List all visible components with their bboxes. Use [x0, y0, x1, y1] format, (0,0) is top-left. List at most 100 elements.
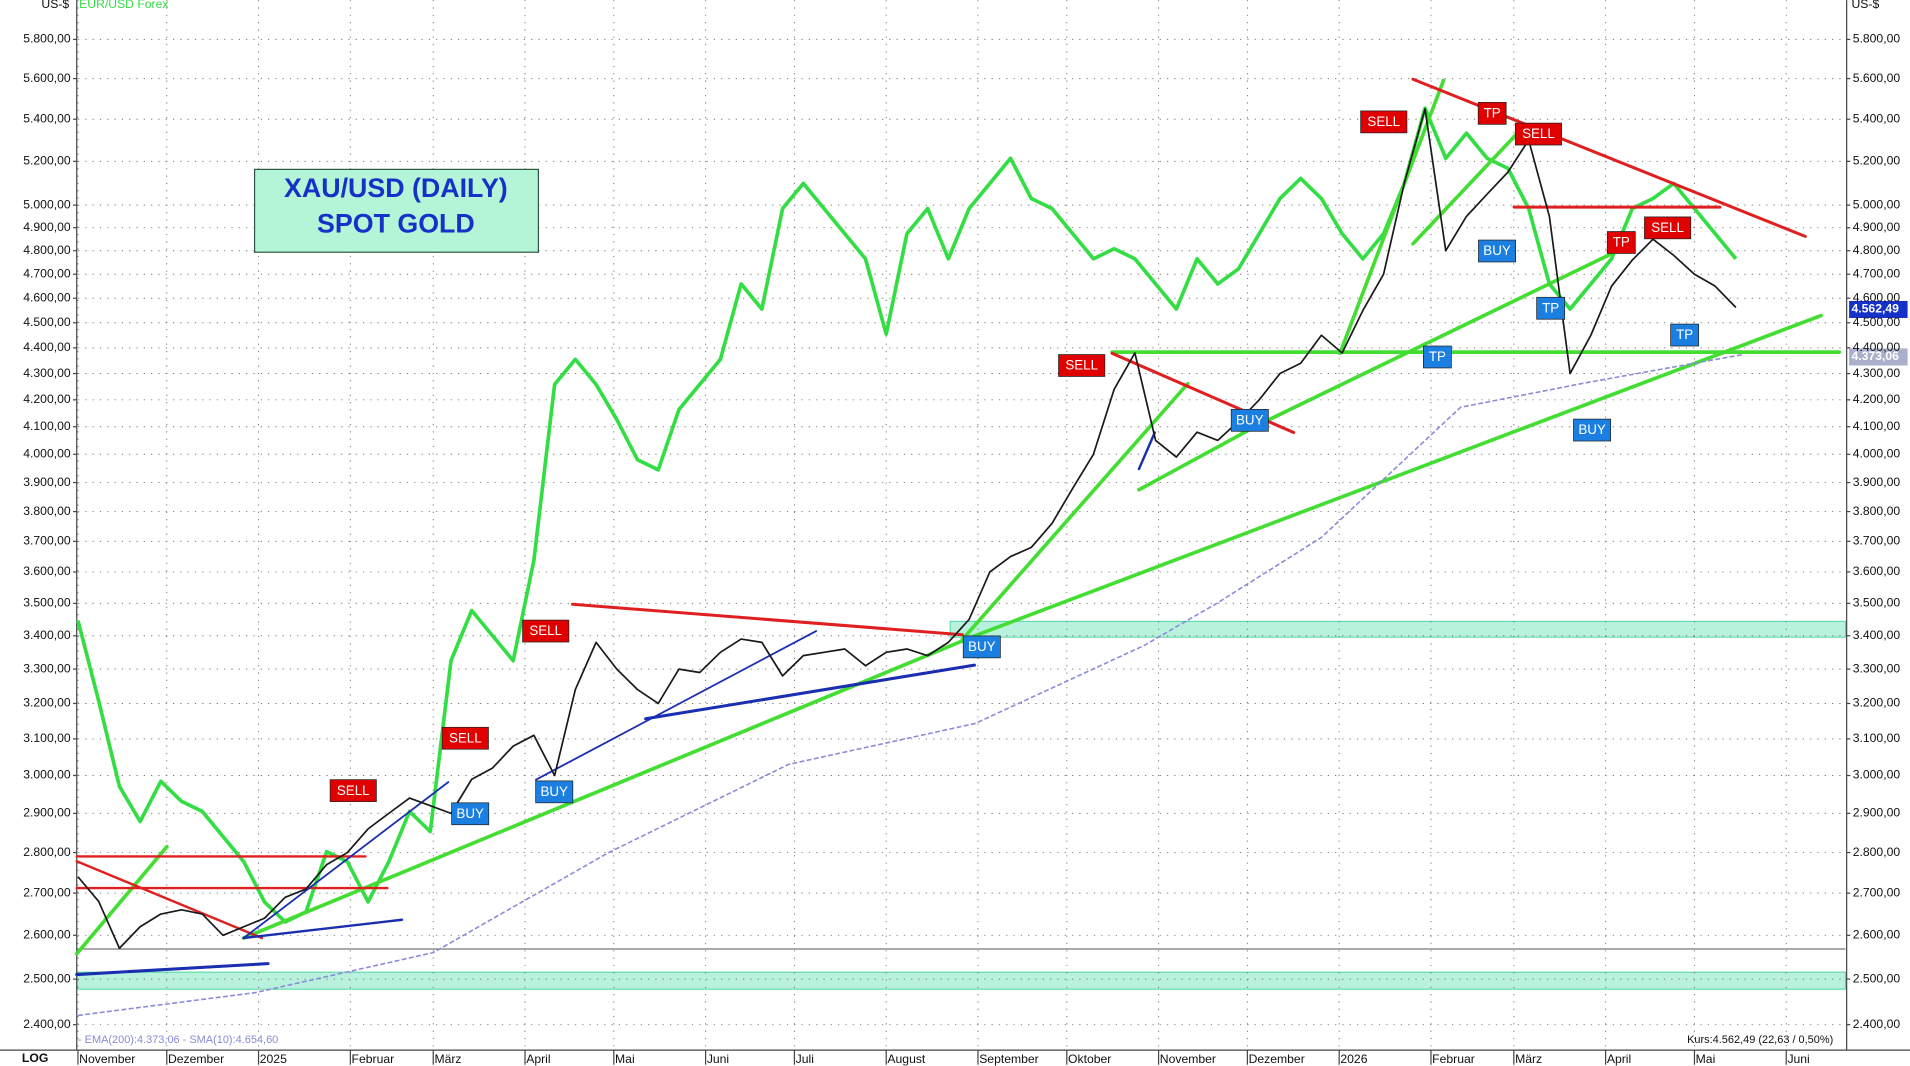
y-tick-label: 3.200,00: [1853, 696, 1901, 710]
signal-box: [1058, 354, 1106, 377]
trendline: [1137, 431, 1156, 471]
trendline: [1137, 418, 1269, 492]
signal-box: [1606, 231, 1636, 254]
y-tick-label: 4.500,00: [1853, 315, 1901, 329]
price-tag: [1849, 348, 1908, 366]
price-tag-label: 4.562,49: [1852, 302, 1900, 316]
y-tick-label: 3.700,00: [23, 534, 71, 548]
y-tick-label: 2.900,00: [23, 806, 71, 820]
y-tick-label: 3.300,00: [23, 661, 71, 675]
price-tag: [1849, 300, 1908, 319]
y-tick-label: 3.400,00: [1853, 628, 1901, 642]
y-tick-label: 3.200,00: [23, 696, 71, 710]
x-tick-label: April: [1607, 1052, 1631, 1066]
x-tick-label: 2026: [1340, 1052, 1367, 1066]
signal-label: TP: [1429, 349, 1446, 364]
signal-label: TP: [1676, 327, 1693, 342]
trendline: [1240, 241, 1635, 435]
signal-label: BUY: [968, 639, 996, 654]
signal-label: BUY: [1578, 422, 1606, 437]
x-tick-label: August: [887, 1052, 926, 1066]
y-tick-label: 5.600,00: [23, 71, 71, 85]
signal-box: [535, 780, 574, 804]
trendlines: [74, 77, 1842, 977]
signal-box: [1514, 122, 1562, 146]
support-zone: [949, 620, 1846, 638]
trendline: [242, 781, 450, 939]
trendline: [75, 962, 270, 977]
y-tick-label: 2.600,00: [1853, 928, 1901, 942]
signal-box: [1230, 408, 1269, 432]
trendline: [570, 602, 964, 637]
chart-subtitle: SPOT GOLD: [317, 209, 475, 239]
y-tick-label: 4.900,00: [23, 220, 71, 234]
y-tick-label: 4.900,00: [1853, 220, 1901, 234]
x-tick-label: Mai: [1696, 1052, 1716, 1066]
signal-box: [1573, 418, 1612, 442]
y-tick-label: 3.400,00: [23, 628, 71, 642]
signal-box: [329, 779, 377, 802]
support-zone: [76, 971, 1846, 990]
signal-label: SELL: [529, 623, 562, 638]
x-tick-label: März: [1515, 1052, 1542, 1066]
signal-label: TP: [1613, 235, 1630, 250]
trendline: [74, 844, 169, 956]
signal-label: SELL: [1367, 114, 1400, 129]
y-tick-label: 3.900,00: [1853, 475, 1901, 489]
y-tick-label: 5.200,00: [1853, 154, 1901, 168]
y-tick-label: 4.100,00: [23, 419, 71, 433]
series-line: [76, 106, 1738, 924]
series-line: [77, 108, 1737, 950]
y-tick-label: 3.000,00: [23, 768, 71, 782]
y-tick-label: 2.500,00: [23, 971, 71, 985]
signal-label: TP: [1484, 106, 1501, 121]
y-tick-label: 3.100,00: [23, 731, 71, 745]
y-tick-label: 4.400,00: [1853, 340, 1901, 354]
quote: Kurs:4.562,49 (22,63 / 0,50%): [1687, 1034, 1833, 1046]
scale-label: LOG: [22, 1051, 48, 1065]
y-tick-label: 3.600,00: [1853, 564, 1901, 578]
x-tick-label: Juni: [1787, 1052, 1809, 1066]
y-tick-label: 4.600,00: [1853, 290, 1901, 304]
trendline: [75, 860, 264, 940]
y-tick-label: 4.600,00: [23, 290, 71, 304]
signal-box: [441, 726, 489, 750]
signal-label: BUY: [456, 806, 484, 821]
y-tick-label: 2.900,00: [1853, 806, 1901, 820]
y-tick-label: 2.400,00: [1853, 1017, 1901, 1031]
trendline: [1338, 78, 1446, 356]
y-tick-label: 4.300,00: [1853, 366, 1901, 380]
y-tick-label: 3.800,00: [1853, 504, 1901, 518]
y-tick-label: 3.700,00: [1853, 534, 1901, 548]
signal-label: BUY: [1236, 412, 1264, 427]
signal-box: [1644, 216, 1692, 240]
y-tick-label: 2.500,00: [1853, 971, 1901, 985]
x-tick-label: Februar: [1432, 1052, 1475, 1066]
y-tick-label: 5.000,00: [1853, 197, 1901, 211]
y-tick-label: 2.600,00: [23, 928, 71, 942]
signal-label: SELL: [449, 730, 482, 745]
signal-label: SELL: [1065, 358, 1098, 373]
y-tick-label: 4.800,00: [1853, 243, 1901, 257]
x-tick-label: Dezember: [1249, 1052, 1305, 1066]
signal-label: SELL: [1651, 220, 1684, 235]
x-tick-label: Juni: [707, 1052, 729, 1066]
x-tick-label: November: [1160, 1052, 1216, 1066]
signal-box: [1478, 239, 1517, 263]
chart-title: XAU/USD (DAILY): [284, 173, 508, 203]
trendline: [960, 381, 1190, 642]
y-tick-label: 3.100,00: [1853, 731, 1901, 745]
y-tick-label: 2.800,00: [23, 845, 71, 859]
y-tick-label: 2.700,00: [1853, 885, 1901, 899]
signal-box: [1536, 296, 1566, 320]
y-tick-label: 3.500,00: [23, 596, 71, 610]
y-tick-label: 4.700,00: [23, 266, 71, 280]
trendline: [1411, 132, 1519, 246]
signal-box: [451, 802, 490, 826]
indicator-legend: - EMA(200):4.373,06 - SMA(10):4.654,60: [78, 1034, 278, 1046]
signal-label: SELL: [337, 783, 370, 798]
x-tick-label: Mai: [615, 1052, 635, 1066]
y-tick-label: 5.800,00: [1853, 32, 1901, 46]
y-tick-label: 4.400,00: [23, 340, 71, 354]
